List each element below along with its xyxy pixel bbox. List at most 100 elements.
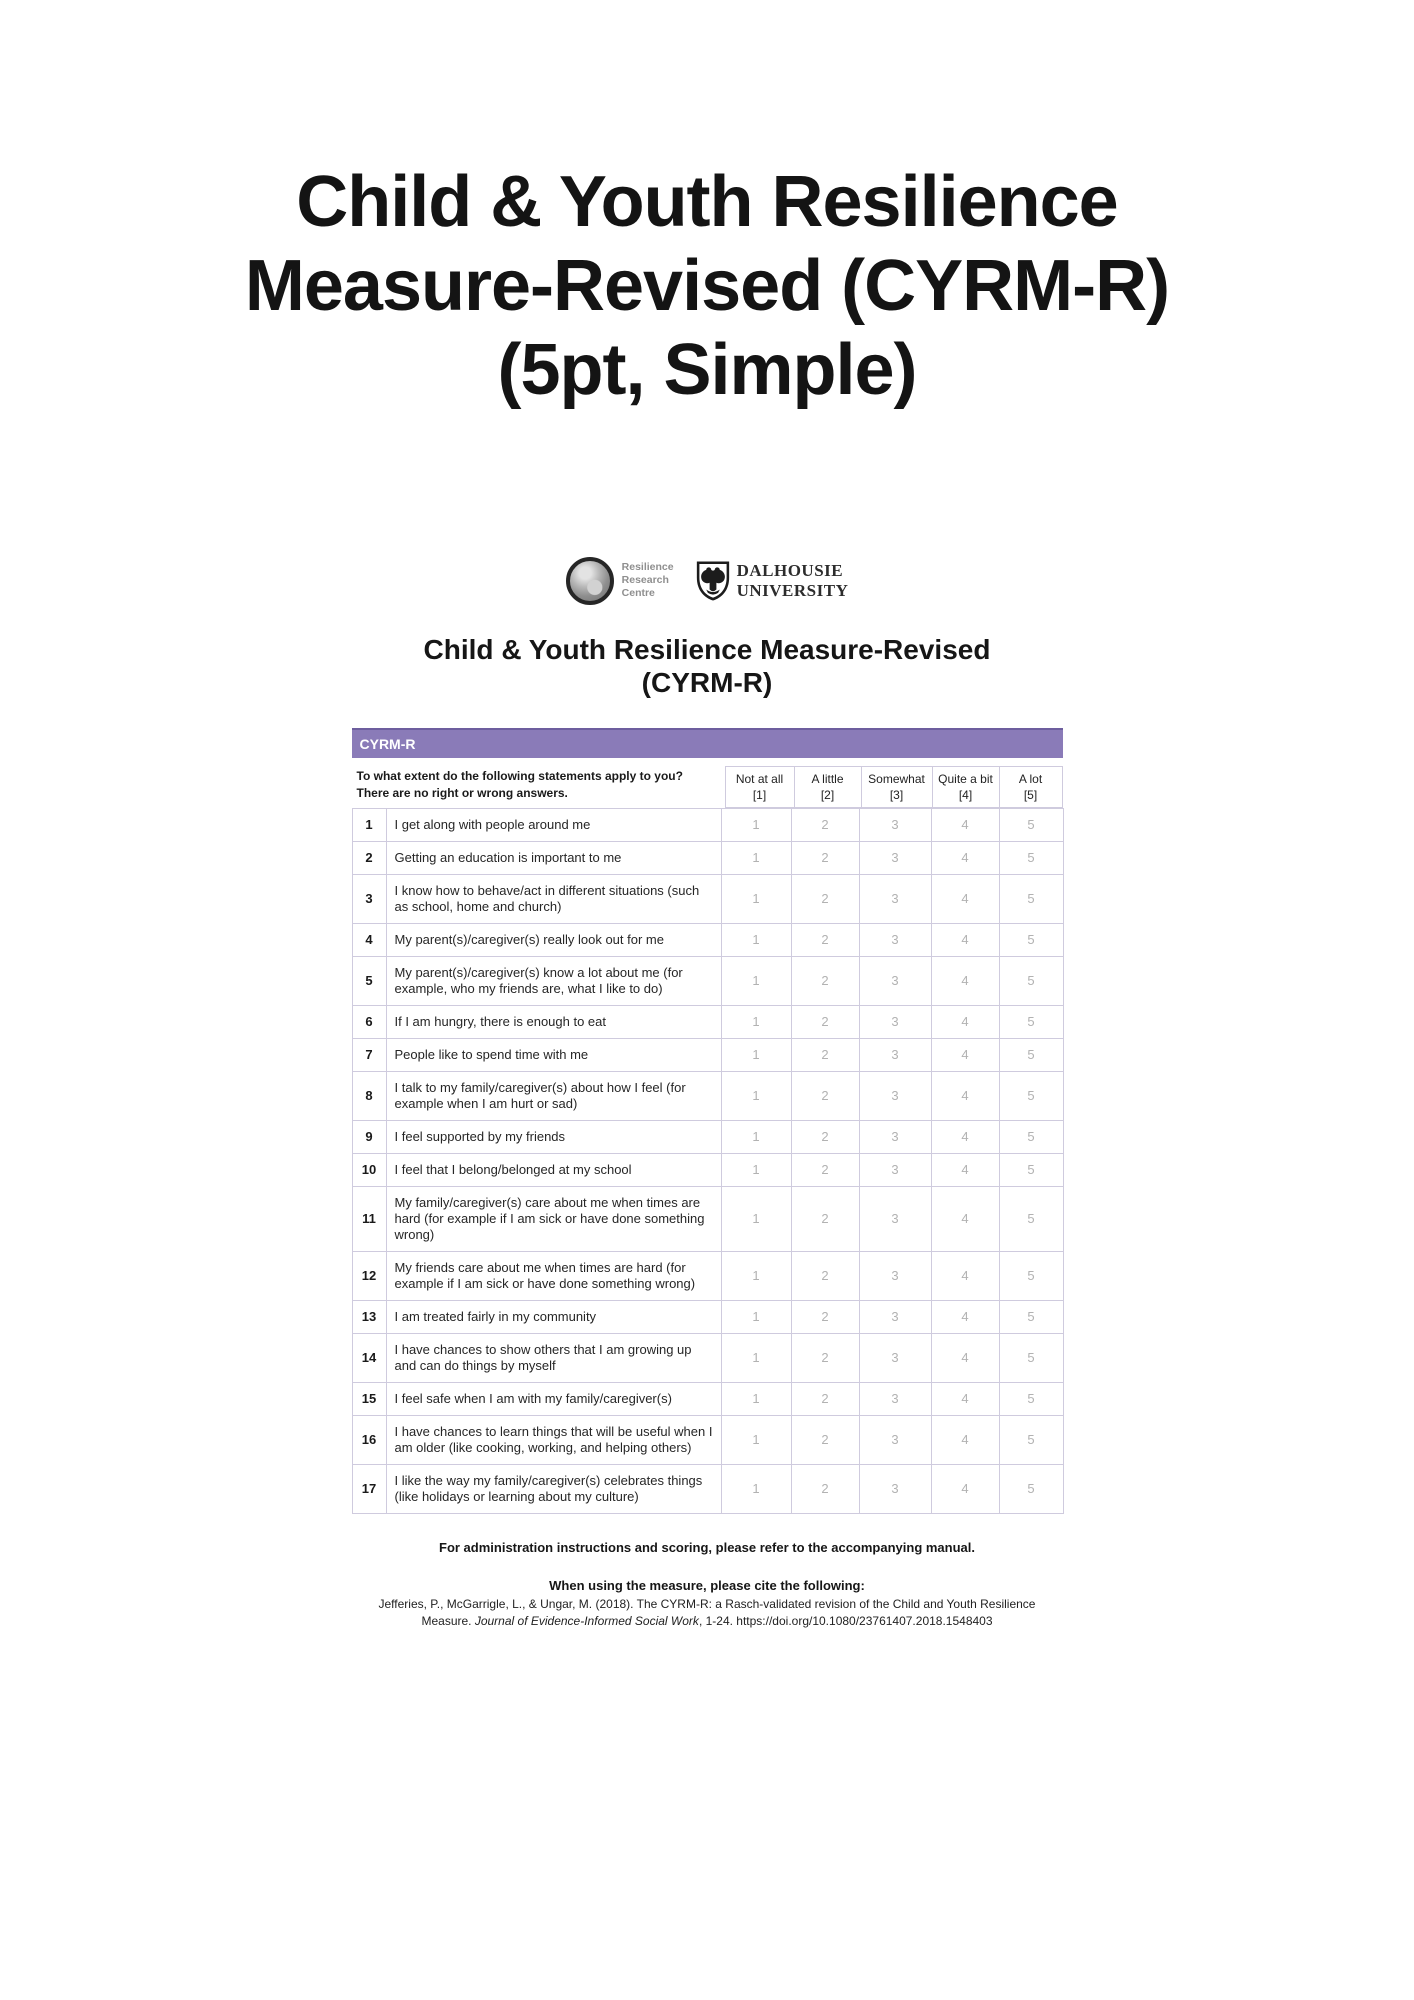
rating-cell-1: 1 xyxy=(720,955,792,1006)
question-row: 10 I feel that I belong/belonged at my s… xyxy=(351,1152,1064,1187)
rating-cell-3: 3 xyxy=(858,1119,932,1154)
question-text: I talk to my family/caregiver(s) about h… xyxy=(385,1070,722,1121)
question-row: 1 4 I have chances to show others that I … xyxy=(351,1332,1064,1383)
rating-value: [4] xyxy=(958,787,973,802)
table-header: To what extent do the following statemen… xyxy=(352,758,1063,808)
rating-cell-3: 3 xyxy=(858,1463,932,1514)
rating-column-header-5: A lot [5] xyxy=(998,765,1063,808)
page-title-line-3: (5pt, Simple) xyxy=(497,330,917,411)
question-row: 12 My friends care about me when times a… xyxy=(351,1250,1064,1301)
question-text: I have chances to show others that I am … xyxy=(385,1332,722,1383)
rating-value: [5] xyxy=(1023,787,1038,802)
rrc-globe-icon xyxy=(565,556,614,605)
rrc-text-line-3: Centre xyxy=(621,587,655,600)
rating-cell-5: 5 xyxy=(998,1004,1064,1039)
question-row: 8 I talk to my family/caregiver(s) about… xyxy=(351,1070,1064,1121)
rating-cell-1: 1 xyxy=(720,922,792,957)
rating-cell-2: 2 xyxy=(790,1299,860,1334)
rating-value: [2] xyxy=(820,787,835,802)
rating-cell-5: 5 xyxy=(998,1037,1064,1072)
dalhousie-shield-icon xyxy=(696,561,729,601)
rating-cell-1: 1 xyxy=(720,1004,792,1039)
rating-cell-3: 3 xyxy=(858,1250,932,1301)
question-text: People like to spend time with me xyxy=(385,1037,722,1072)
questions-table: 1 I get along with people around me 1 2 … xyxy=(351,807,1064,1514)
rrc-text-line-1: Resilience xyxy=(621,561,674,574)
rating-cell-2: 2 xyxy=(790,1037,860,1072)
question-row: 13 I am treated fairly in my community 1… xyxy=(351,1299,1064,1334)
question-number: 10 xyxy=(351,1152,387,1187)
rating-label: A little xyxy=(811,771,844,786)
rating-cell-3: 3 xyxy=(858,1381,932,1416)
rating-cell-5: 5 xyxy=(998,1119,1064,1154)
rating-cell-4: 4 xyxy=(930,1004,1000,1039)
rating-cell-1: 1 xyxy=(720,1463,792,1514)
question-number: 7 xyxy=(351,1037,387,1072)
rating-cell-2: 2 xyxy=(790,1152,860,1187)
rating-cell-2: 2 xyxy=(790,1332,860,1383)
form-title-line-1: Child & Youth Resilience Measure-Revised xyxy=(423,633,991,665)
rating-cell-3: 3 xyxy=(858,1070,932,1121)
questions-body: 1 I get along with people around me 1 2 … xyxy=(351,807,1064,1514)
rating-cell-4: 4 xyxy=(930,1299,1000,1334)
question-number: 13 xyxy=(351,1299,387,1334)
question-number: 11 xyxy=(351,1185,387,1252)
rating-cell-2: 2 xyxy=(790,807,860,842)
rating-column-headers: Not at all [1] A little [2] Somewhat [3]… xyxy=(724,765,1063,808)
cyrm-r-form: CYRM-R To what extent do the following s… xyxy=(351,727,1064,1631)
question-text: Getting an education is important to me xyxy=(385,840,722,875)
rating-cell-5: 5 xyxy=(998,1299,1064,1334)
rating-cell-3: 3 xyxy=(858,1185,932,1252)
citation-text: Jefferies, P., McGarrigle, L., & Ungar, … xyxy=(352,1596,1062,1631)
rating-cell-1: 1 xyxy=(720,1414,792,1465)
rating-cell-1: 1 xyxy=(720,1332,792,1383)
rating-cell-1: 1 xyxy=(720,840,792,875)
question-row: 2 Getting an education is important to m… xyxy=(351,840,1064,875)
instructions-line-2: There are no right or wrong answers. xyxy=(356,786,568,801)
rating-column-header-4: Quite a bit [4] xyxy=(931,765,1000,808)
rating-cell-5: 5 xyxy=(998,840,1064,875)
rating-cell-5: 5 xyxy=(998,1152,1064,1187)
question-row: 5 My parent(s)/caregiver(s) know a lot a… xyxy=(351,955,1064,1006)
question-text: I get along with people around me xyxy=(385,807,722,842)
question-number: 6 xyxy=(351,1004,387,1039)
rating-cell-5: 5 xyxy=(998,1332,1064,1383)
question-row: 11 My family/caregiver(s) care about me … xyxy=(351,1185,1064,1252)
citation-part-1: Jefferies, P., McGarrigle, L., & Ungar, … xyxy=(378,1596,1036,1629)
rating-column-header-3: Somewhat [3] xyxy=(860,765,933,808)
rating-cell-4: 4 xyxy=(930,1037,1000,1072)
citation-part-3: , 1-24. https://doi.org/10.1080/23761407… xyxy=(698,1614,993,1629)
rating-label: A lot xyxy=(1018,771,1043,786)
question-row: 6 If I am hungry, there is enough to eat… xyxy=(351,1004,1064,1039)
question-text: I feel that I belong/belonged at my scho… xyxy=(385,1152,722,1187)
question-number: 3 xyxy=(351,873,387,924)
rating-cell-4: 4 xyxy=(930,1332,1000,1383)
question-text: I am treated fairly in my community xyxy=(385,1299,722,1334)
rating-cell-3: 3 xyxy=(858,955,932,1006)
citation-journal-title: Journal of Evidence-Informed Social Work xyxy=(474,1614,699,1629)
question-text: My parent(s)/caregiver(s) really look ou… xyxy=(385,922,722,957)
question-row: 3 I know how to behave/act in different … xyxy=(351,873,1064,924)
question-number: 16 xyxy=(351,1414,387,1465)
question-text: I feel safe when I am with my family/car… xyxy=(385,1381,722,1416)
rating-cell-3: 3 xyxy=(858,807,932,842)
rating-cell-1: 1 xyxy=(720,1152,792,1187)
rating-cell-4: 4 xyxy=(930,873,1000,924)
rating-cell-2: 2 xyxy=(790,1119,860,1154)
rating-value: [3] xyxy=(889,787,904,802)
rating-cell-1: 1 xyxy=(720,1250,792,1301)
rating-cell-2: 2 xyxy=(790,840,860,875)
rating-cell-3: 3 xyxy=(858,1037,932,1072)
question-number: 8 xyxy=(351,1070,387,1121)
question-text: I feel supported by my friends xyxy=(385,1119,722,1154)
rrc-text-line-2: Research xyxy=(621,574,669,587)
question-text: I have chances to learn things that will… xyxy=(385,1414,722,1465)
rating-cell-2: 2 xyxy=(790,1250,860,1301)
rating-cell-3: 3 xyxy=(858,922,932,957)
dalhousie-logo-text: DALHOUSIE UNIVERSITY xyxy=(737,561,849,600)
rating-cell-3: 3 xyxy=(858,1152,932,1187)
form-instructions: To what extent do the following statemen… xyxy=(352,766,725,808)
form-title: Child & Youth Resilience Measure-Revised… xyxy=(0,633,1414,700)
question-row: 4 My parent(s)/caregiver(s) really look … xyxy=(351,922,1064,957)
